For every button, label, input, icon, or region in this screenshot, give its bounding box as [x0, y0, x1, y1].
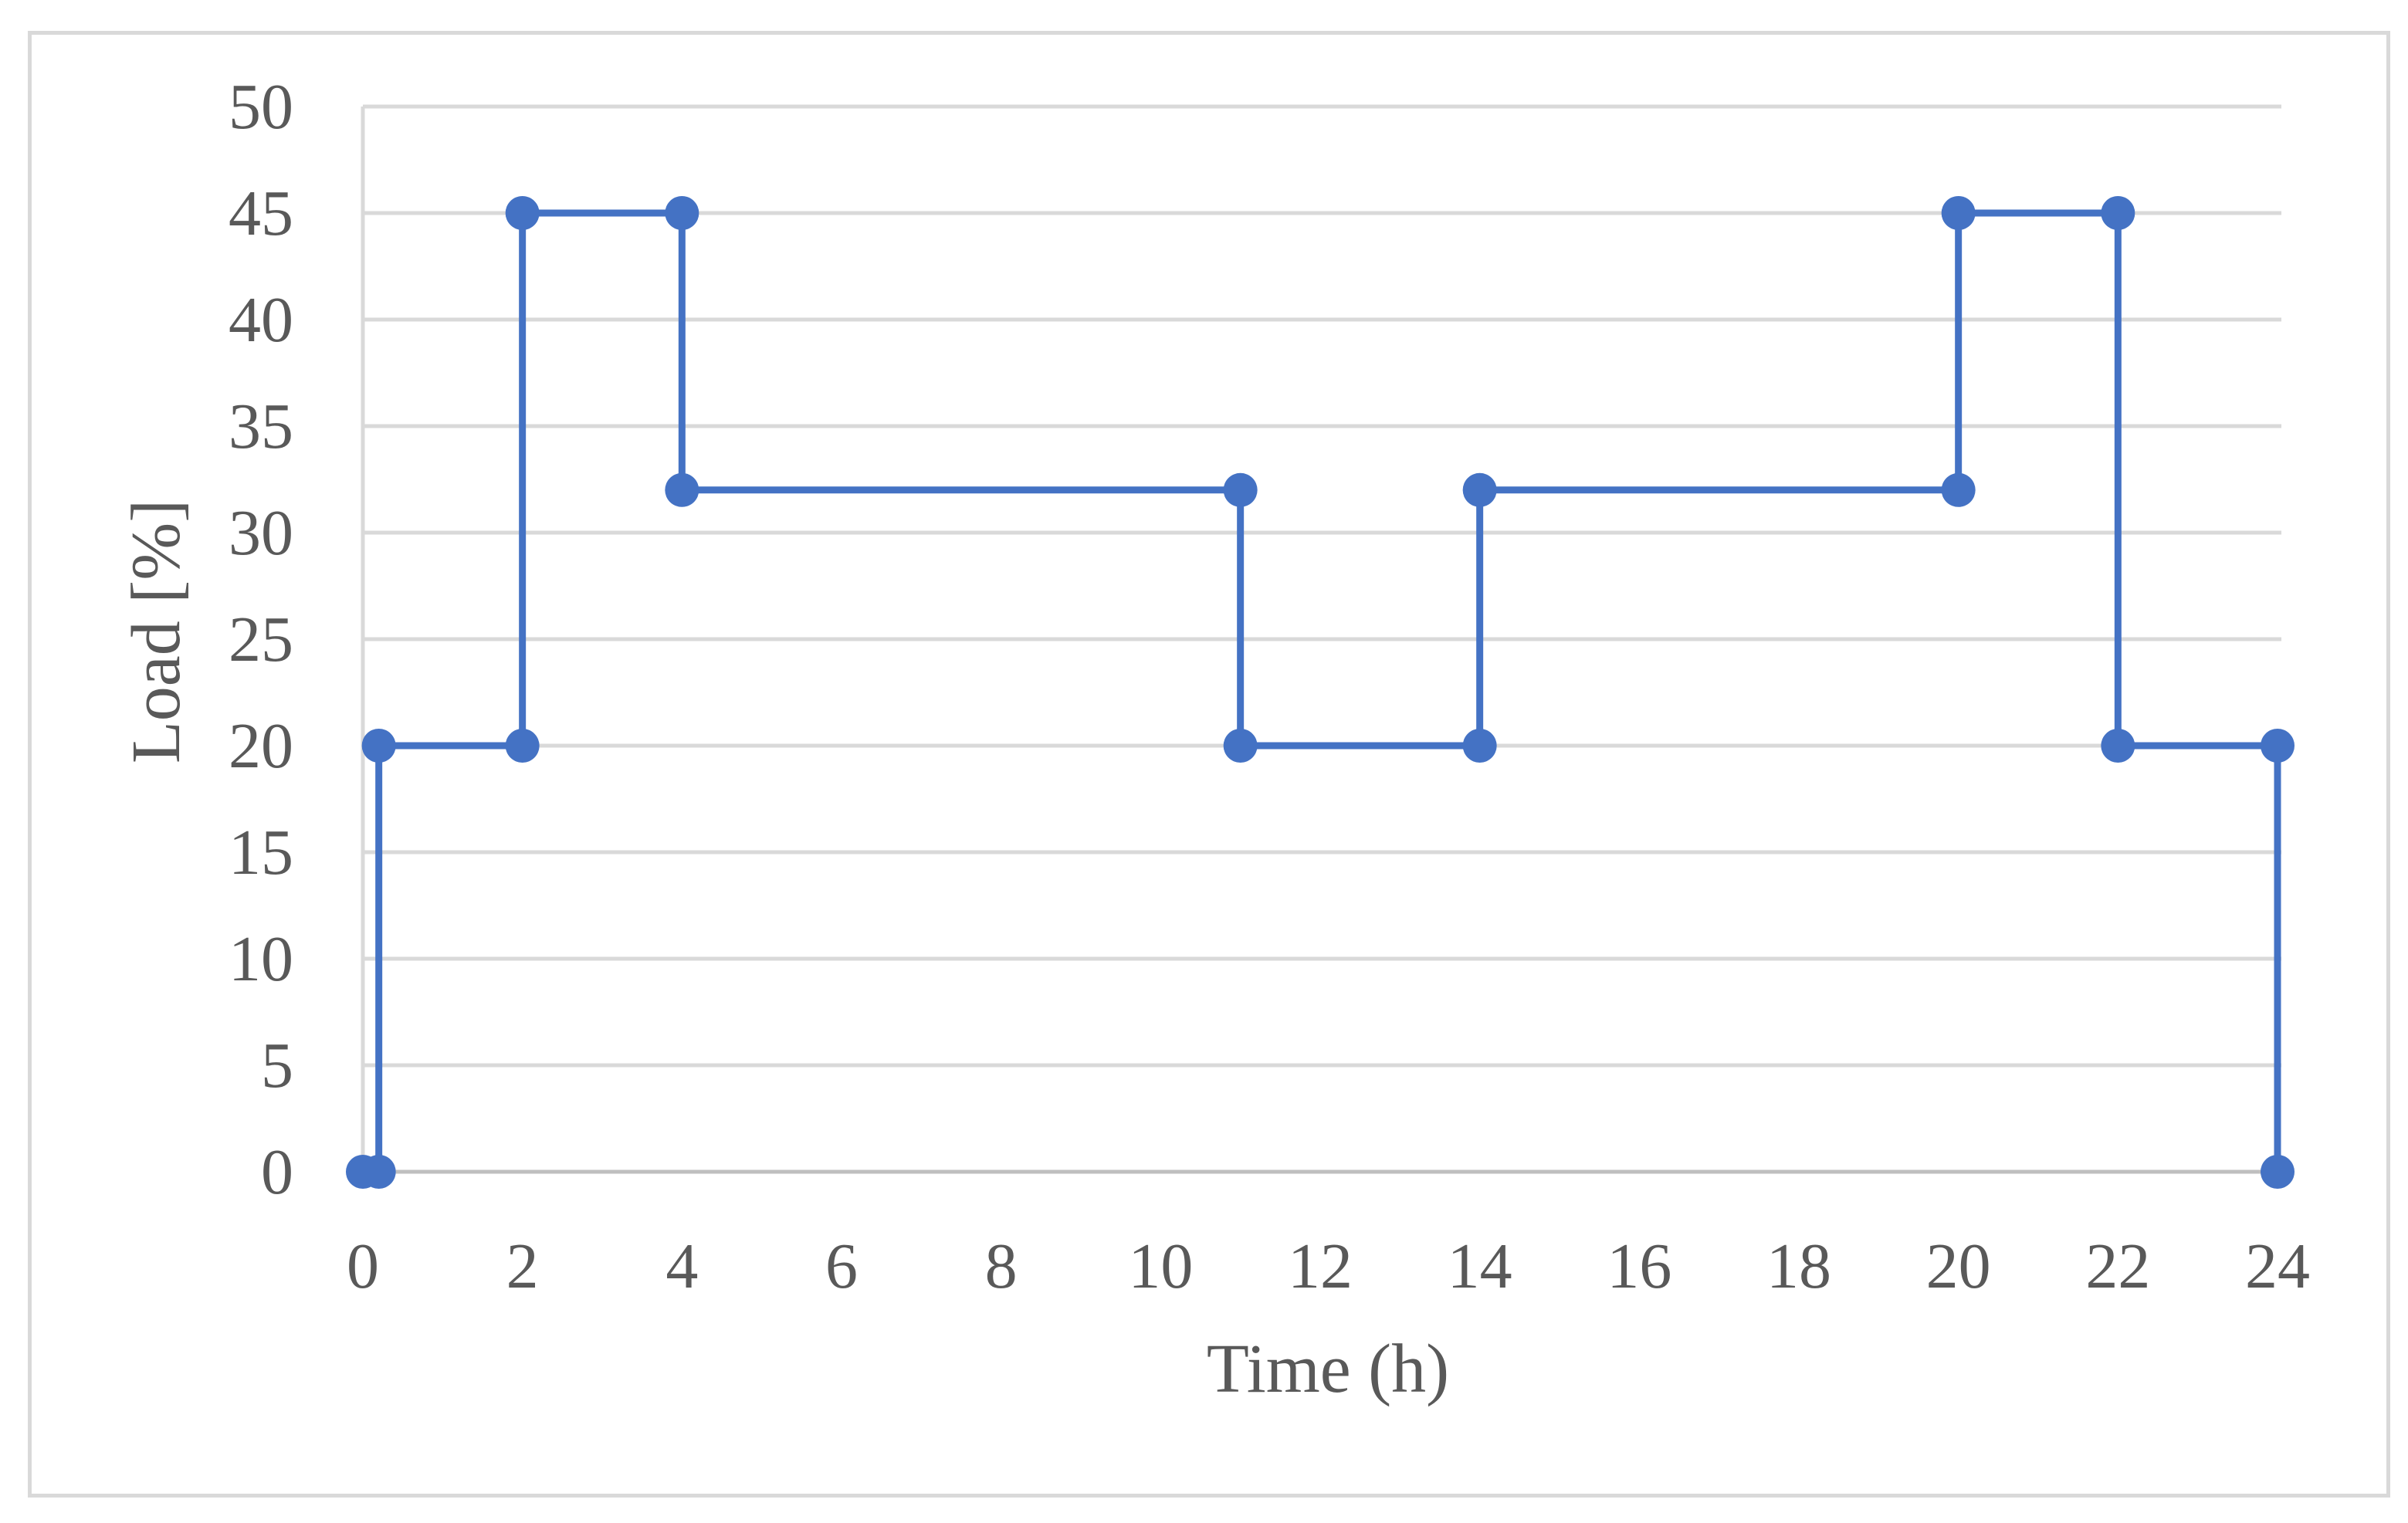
- x-tick-label: 14: [1448, 1230, 1512, 1302]
- x-tick-label: 2: [506, 1230, 539, 1302]
- data-point-marker: [1462, 472, 1497, 507]
- y-tick-label: 10: [229, 923, 293, 995]
- data-point-marker: [2101, 729, 2135, 763]
- data-point-marker: [361, 729, 396, 763]
- y-tick-label: 25: [229, 604, 293, 675]
- chart-frame: [28, 31, 2390, 1498]
- data-point-marker: [505, 196, 540, 230]
- y-tick-label: 0: [261, 1136, 293, 1208]
- x-tick-label: 24: [2245, 1230, 2310, 1302]
- data-point-marker: [1223, 472, 1258, 507]
- data-point-marker: [1462, 729, 1497, 763]
- x-tick-label: 12: [1288, 1230, 1353, 1302]
- data-point-marker: [665, 472, 699, 507]
- x-tick-label: 0: [347, 1230, 379, 1302]
- data-point-marker: [2101, 196, 2135, 230]
- data-point-marker: [505, 729, 540, 763]
- data-point-marker: [1941, 196, 1976, 230]
- y-tick-label: 40: [229, 284, 293, 356]
- x-tick-label: 22: [2085, 1230, 2150, 1302]
- data-point-marker: [361, 1155, 396, 1189]
- gridlines: [361, 104, 2281, 1174]
- y-axis-title: Load [%]: [118, 499, 195, 763]
- x-axis-title: Time (h): [1207, 1331, 1449, 1407]
- x-axis-tick-labels: 0 2 4 6 8 10 12 14 16 18 20 22 24: [347, 1230, 2310, 1302]
- x-tick-label: 8: [985, 1230, 1018, 1302]
- y-tick-label: 20: [229, 710, 293, 782]
- series-group: [346, 196, 2295, 1189]
- y-axis-tick-labels: 0 5 10 15 20 25 30 35 40 45 50: [229, 71, 293, 1208]
- y-tick-label: 35: [229, 391, 293, 462]
- y-tick-label: 45: [229, 178, 293, 249]
- y-tick-label: 30: [229, 497, 293, 569]
- data-point-marker: [2261, 1155, 2295, 1189]
- data-point-marker: [665, 196, 699, 230]
- x-tick-label: 4: [666, 1230, 698, 1302]
- x-tick-label: 18: [1766, 1230, 1831, 1302]
- series-line: [346, 196, 2295, 1189]
- data-point-marker: [1223, 729, 1258, 763]
- data-point-marker: [1941, 472, 1976, 507]
- y-tick-label: 15: [229, 817, 293, 888]
- y-tick-label: 50: [229, 71, 293, 143]
- y-tick-label: 5: [261, 1030, 293, 1102]
- x-tick-label: 16: [1607, 1230, 1671, 1302]
- x-tick-label: 6: [825, 1230, 858, 1302]
- x-tick-label: 20: [1926, 1230, 1991, 1302]
- x-tick-label: 10: [1128, 1230, 1193, 1302]
- data-point-marker: [2261, 729, 2295, 763]
